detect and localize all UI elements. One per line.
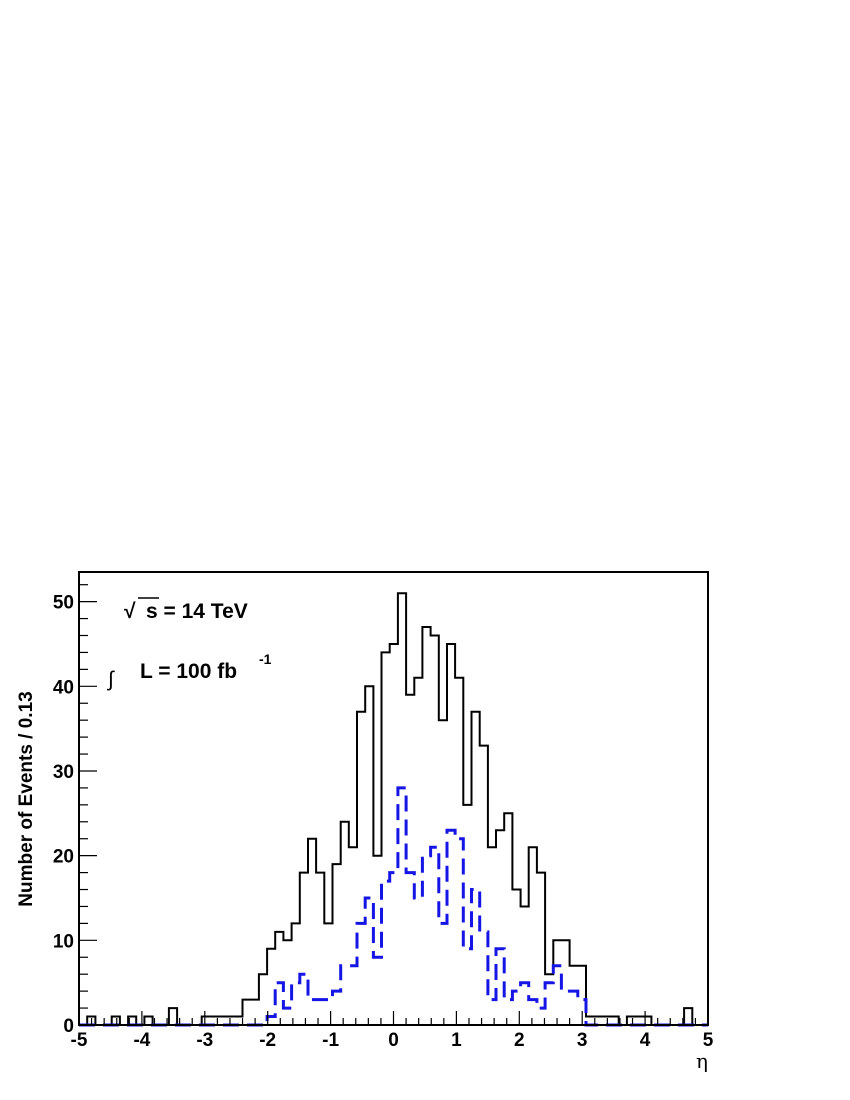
x-tick-label: 2	[514, 1030, 525, 1051]
x-tick-label: -1	[322, 1030, 339, 1051]
x-tick-label: -3	[196, 1030, 213, 1051]
x-tick-label: -5	[71, 1030, 88, 1051]
solid-histogram-series	[79, 592, 708, 1026]
y-tick-label: 10	[53, 931, 74, 952]
y-tick-label: 30	[53, 762, 74, 783]
annotations: √ s = 14 TeV ∫ L = 100 fb -1	[107, 597, 272, 691]
luminosity-annotation: L = 100 fb	[140, 660, 237, 683]
y-tick-label: 20	[53, 847, 74, 868]
x-tick-label: 1	[451, 1030, 462, 1051]
plot-frame	[78, 571, 709, 1026]
y-tick-label: 40	[53, 677, 74, 698]
y-tick-label: 50	[53, 593, 74, 614]
energy-annotation: s = 14 TeV	[146, 600, 248, 623]
y-axis-title: Number of Events / 0.13	[16, 691, 37, 906]
x-tick-label: 3	[577, 1030, 588, 1051]
x-axis-title: η	[696, 1049, 708, 1073]
energy-sqrt-symbol: √	[124, 600, 136, 623]
x-tick-label: 0	[388, 1030, 399, 1051]
luminosity-exponent: -1	[259, 651, 272, 667]
dashed-histogram-series	[79, 786, 708, 1027]
y-tick-label: 0	[63, 1016, 74, 1037]
x-tick-label: 4	[640, 1030, 651, 1051]
x-tick-label: 5	[703, 1030, 714, 1051]
x-tick-label: -4	[133, 1030, 150, 1051]
x-tick-label: -2	[259, 1030, 276, 1051]
integral-symbol: ∫	[107, 668, 115, 691]
